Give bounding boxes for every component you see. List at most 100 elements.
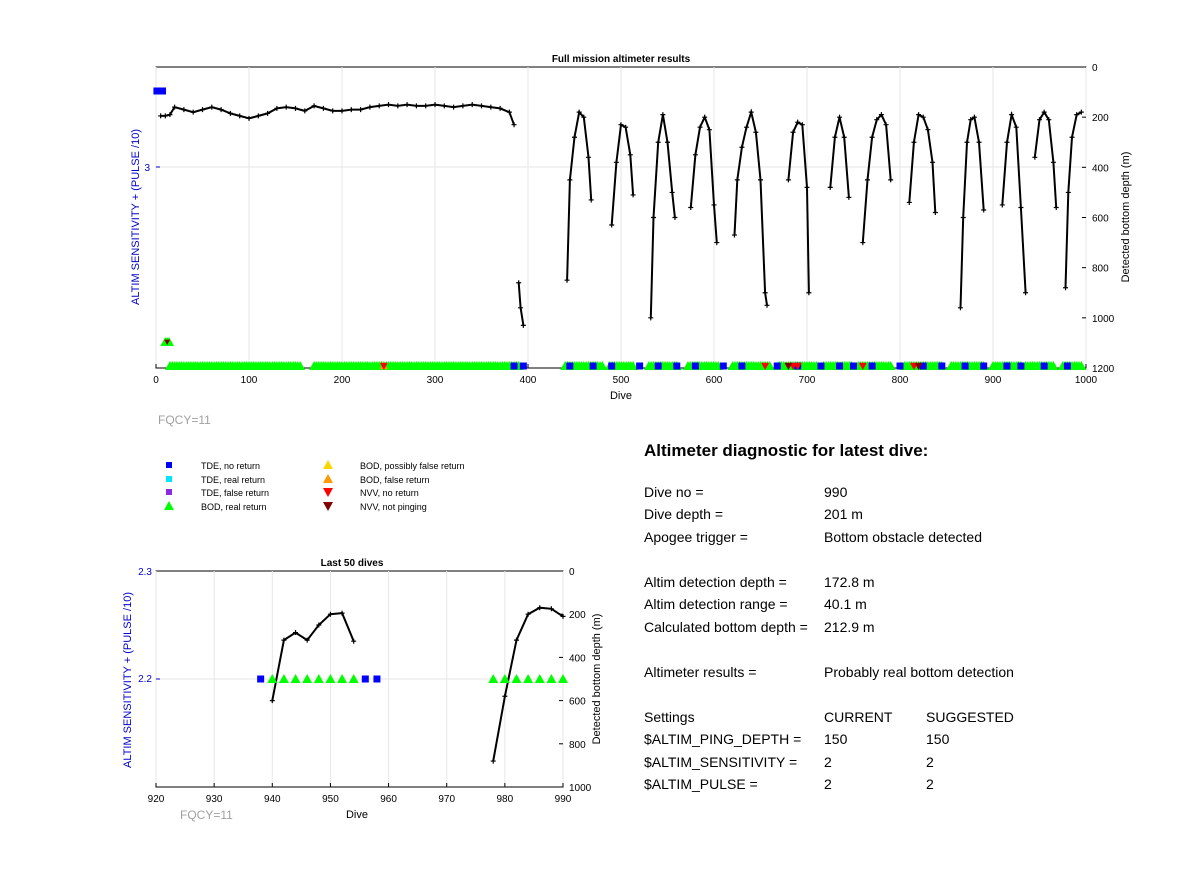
tde-no-return-marker (980, 362, 988, 370)
depth-point (320, 105, 326, 111)
x-tick-label: 940 (264, 794, 281, 805)
nvv-no-return-marker (793, 362, 802, 370)
legend-swatch (323, 488, 333, 497)
small-x-axis-label: Dive (346, 809, 368, 821)
legend-label: TDE, real return (201, 475, 265, 485)
depth-point (999, 202, 1005, 208)
legend-label: TDE, no return (201, 461, 260, 471)
x-tick-label: 800 (892, 375, 909, 386)
y2-tick-label: 800 (569, 740, 586, 751)
x-tick-label: 500 (613, 375, 630, 386)
depth-point (564, 277, 570, 283)
depth-point (158, 113, 164, 119)
tde-no-return-marker (836, 362, 844, 370)
main-chart-title: Full mission altimeter results (552, 54, 691, 65)
setting-name: $ALTIM_PING_DEPTH = (644, 731, 802, 747)
y2-tick-label: 200 (569, 610, 586, 621)
altim-detection-depth-label: Altim detection depth = (644, 573, 787, 590)
legend-swatch (323, 502, 333, 511)
depth-point (469, 102, 475, 108)
nvv-not-pinging-marker (914, 362, 923, 370)
depth-point (497, 105, 503, 111)
x-tick-label: 950 (322, 794, 339, 805)
bod-real-return-marker (523, 674, 534, 683)
depth-point (488, 104, 494, 110)
x-tick-label: 990 (555, 794, 572, 805)
bod-real-return-marker (278, 674, 289, 683)
depth-point (351, 638, 357, 644)
depth-point (395, 103, 401, 109)
depth-point (511, 122, 517, 128)
depth-point (237, 113, 243, 119)
depth-point (648, 315, 654, 321)
tde-no-return-marker (1003, 362, 1011, 370)
bod-real-return-marker (348, 674, 359, 683)
y2-tick-label: 1200 (1092, 364, 1115, 375)
depth-point (932, 209, 938, 215)
setting-current: 2 (824, 753, 832, 770)
depth-point (1046, 117, 1052, 123)
x-tick-label: 100 (241, 375, 258, 386)
setting-suggested: 2 (926, 776, 934, 792)
depth-point (706, 127, 712, 133)
depth-point (255, 113, 261, 119)
altimeter-results-row: Altimeter results = Probably real bottom… (644, 661, 1164, 684)
depth-point (981, 207, 987, 213)
depth-point (518, 305, 524, 311)
small-fqcy-annotation: FQCY=11 (180, 808, 233, 822)
legend-swatch (164, 501, 174, 510)
legend-swatch (166, 476, 172, 482)
depth-point (572, 134, 577, 140)
calculated-bottom-depth-value: 212.9 m (824, 618, 875, 635)
depth-point (711, 202, 717, 208)
depth-point (209, 104, 215, 110)
depth-point (916, 112, 922, 118)
depth-point (846, 194, 852, 200)
setting-suggested: 2 (926, 753, 934, 770)
tde-no-return-marker (519, 362, 527, 370)
depth-point (613, 159, 619, 165)
altimeter-results-label: Altimeter results = (644, 663, 757, 680)
depth-point (560, 613, 566, 619)
diagnostic-title: Altimeter diagnostic for latest dive: (644, 441, 929, 460)
depth-point (1065, 189, 1071, 195)
depth-point (630, 192, 636, 198)
bod-real-return-marker (534, 674, 545, 683)
depth-point (790, 129, 796, 135)
depth-point (441, 103, 447, 109)
tde-no-return-marker (773, 362, 781, 370)
depth-point (1023, 290, 1029, 296)
legend-swatch (323, 474, 333, 483)
depth-point (1037, 117, 1042, 123)
bod-real-return-marker (488, 674, 499, 683)
small-y2-axis-label: Detected bottom depth (m) (591, 614, 603, 745)
depth-point (739, 144, 745, 150)
tde-no-return-marker (817, 362, 825, 370)
depth-point (376, 103, 382, 109)
main-y2-ticks: 0 200 400 600 800 1000 1200 (1082, 63, 1115, 375)
depth-point (281, 637, 287, 643)
altim-detection-range-value: 40.1 m (824, 596, 867, 612)
main-markers (153, 87, 1087, 370)
y2-tick-label: 0 (1092, 63, 1098, 74)
depth-point (386, 102, 391, 108)
bod-real-return-marker (1076, 361, 1087, 370)
tde-no-return-marker (1063, 362, 1071, 370)
depth-point (490, 758, 496, 764)
tde-no-return-marker (868, 362, 876, 370)
small-chart-title: Last 50 dives (321, 558, 384, 569)
depth-point (339, 610, 345, 616)
suggested-header: SUGGESTED (926, 708, 1014, 725)
legend: TDE, no return TDE, real return TDE, false… (164, 460, 465, 512)
depth-point (968, 117, 974, 123)
depth-point (274, 105, 280, 111)
depth-point (227, 110, 233, 116)
x-tick-label: 980 (497, 794, 514, 805)
depth-point (832, 134, 838, 140)
x-tick-label: 960 (380, 794, 397, 805)
depth-point (200, 107, 205, 113)
altim-detection-range-label: Altim detection range = (644, 596, 788, 612)
calculated-bottom-depth-row: Calculated bottom depth = 212.9 m (644, 616, 1164, 639)
depth-point (339, 108, 345, 114)
bod-real-return-marker (499, 674, 510, 683)
